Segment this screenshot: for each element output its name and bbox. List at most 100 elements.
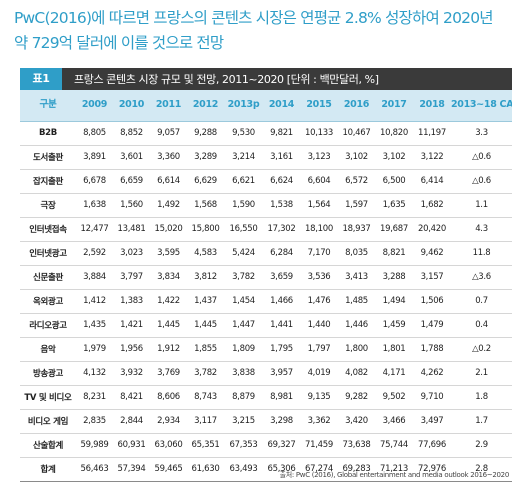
- table-cell: 3,157: [413, 265, 451, 290]
- table-row: B2B 8,805 8,852 9,057 9,288 9,530 9,821 10,133 1…: [20, 121, 512, 146]
- table-row: 극장 1,638 1,560 1,492 1,568 1,590 1,538 1,564 1,5…: [20, 193, 512, 218]
- table-cell: 3,838: [224, 361, 263, 386]
- table-cell: 1,412: [76, 289, 113, 314]
- table-cell: 1,564: [300, 193, 338, 218]
- table-row: 비디오 게임 2,835 2,844 2,934 3,117 3,215 3,298 3,36…: [20, 409, 512, 434]
- row-label: 잡지출판: [20, 169, 76, 194]
- table-cell: 3,117: [187, 409, 224, 434]
- table-cell: 1,800: [338, 337, 375, 362]
- table-cell: 6,500: [375, 169, 413, 194]
- table-cell: 3,214: [224, 145, 263, 170]
- table-cell: 10,820: [375, 121, 413, 146]
- table-cell: 12,477: [76, 217, 113, 242]
- table-cell: 3,601: [113, 145, 150, 170]
- table-cell: 1,682: [413, 193, 451, 218]
- table-row: 산술합계 59,989 60,931 63,060 65,351 67,353 69,327…: [20, 433, 512, 458]
- table-cell: 6,678: [76, 169, 113, 194]
- table-cell: 3,659: [263, 265, 300, 290]
- table-cell: 3,023: [113, 241, 150, 266]
- market-size-table: 구분 2009 2010 2011 2012 2013p 2014 2015 2016 2017 2…: [20, 90, 512, 482]
- row-label: 방송광고: [20, 361, 76, 386]
- table-cell: 8,035: [338, 241, 375, 266]
- table-cell: 3,932: [113, 361, 150, 386]
- table-cell: 1,445: [150, 313, 187, 338]
- table-cell: 71,459: [300, 433, 338, 458]
- table-cell: 1,568: [187, 193, 224, 218]
- column-header: 2018: [413, 90, 451, 122]
- table-row: 방송광고 4,132 3,932 3,769 3,782 3,838 3,957 4,019 4…: [20, 361, 512, 386]
- table-cell: 11.8: [451, 241, 512, 266]
- table-cell: 0.7: [451, 289, 512, 314]
- source-note: 출처: PwC (2016), Global entertainment and…: [279, 471, 510, 479]
- table-cell: 3,891: [76, 145, 113, 170]
- row-label: 극장: [20, 193, 76, 218]
- table-cell: 1,446: [338, 313, 375, 338]
- row-label: 인터넷광고: [20, 241, 76, 266]
- table-cell: 1,466: [263, 289, 300, 314]
- table-cell: 9,135: [300, 385, 338, 410]
- table-cell: 1,956: [113, 337, 150, 362]
- table-cell: 3,122: [413, 145, 451, 170]
- table-cell: 20,420: [413, 217, 451, 242]
- table-cell: 63,493: [224, 457, 263, 482]
- table-cell: 9,057: [150, 121, 187, 146]
- table-cell: 6,659: [113, 169, 150, 194]
- table-cell: 8,606: [150, 385, 187, 410]
- table-cell: 1,590: [224, 193, 263, 218]
- table-cell: 77,696: [413, 433, 451, 458]
- table-cell: 1,979: [76, 337, 113, 362]
- table-cell: 2.8: [451, 457, 512, 482]
- row-label: B2B: [20, 121, 76, 146]
- row-label: 라디오광고: [20, 313, 76, 338]
- table-cell: 4,262: [413, 361, 451, 386]
- table-row: 합계 56,463 57,394 59,465 61,630 63,493 65,306 67…: [20, 457, 512, 482]
- table-cell: 6,621: [224, 169, 263, 194]
- table-cell: 73,638: [338, 433, 375, 458]
- table-cell: 1,440: [300, 313, 338, 338]
- table-cell: 1,538: [263, 193, 300, 218]
- table-cell: 18,100: [300, 217, 338, 242]
- column-header: 2016: [338, 90, 375, 122]
- table-cell: 6,414: [413, 169, 451, 194]
- table-cell: 61,630: [187, 457, 224, 482]
- table-cell: 6,572: [338, 169, 375, 194]
- table-cell: 2.1: [451, 361, 512, 386]
- table-cell: 1,638: [76, 193, 113, 218]
- table-cell: 8,421: [113, 385, 150, 410]
- table-cell: 0.4: [451, 313, 512, 338]
- table-cell: 8,852: [113, 121, 150, 146]
- table-row: 음악 1,979 1,956 1,912 1,855 1,809 1,795 1,797 1,8…: [20, 337, 512, 362]
- table-cell: 2,592: [76, 241, 113, 266]
- table-cell: 59,989: [76, 433, 113, 458]
- table-cell: 3,102: [338, 145, 375, 170]
- table-cell: △0.2: [451, 337, 512, 362]
- table-cell: △0.6: [451, 145, 512, 170]
- column-header: 2014: [263, 90, 300, 122]
- table-cell: 3.3: [451, 121, 512, 146]
- table-cell: 1,454: [224, 289, 263, 314]
- table-cell: 3,769: [150, 361, 187, 386]
- table-cell: 57,394: [113, 457, 150, 482]
- table-cell: 3,413: [338, 265, 375, 290]
- column-header: 2011: [150, 90, 187, 122]
- table-cell: 1,479: [413, 313, 451, 338]
- column-header: 2015: [300, 90, 338, 122]
- table-row: TV 및 비디오 8,231 8,421 8,606 8,743 8,879 8,981 9,…: [20, 385, 512, 410]
- table-cell: 1,476: [300, 289, 338, 314]
- table-cell: 3,595: [150, 241, 187, 266]
- table-cell: 3,797: [113, 265, 150, 290]
- row-label: 음악: [20, 337, 76, 362]
- table-cell: 3,536: [300, 265, 338, 290]
- table-cell: 1,597: [338, 193, 375, 218]
- table-cell: 1,435: [76, 313, 113, 338]
- table-cell: 4,019: [300, 361, 338, 386]
- row-label: 인터넷접속: [20, 217, 76, 242]
- table-cell: 1,447: [224, 313, 263, 338]
- table-cell: 2,844: [113, 409, 150, 434]
- table-cell: 2.9: [451, 433, 512, 458]
- table-cell: 1.1: [451, 193, 512, 218]
- market-table-section: 표1 프랑스 콘텐츠 시장 규모 및 전망, 2011~2020 [단위 : 백…: [20, 68, 512, 482]
- table-cell: △3.6: [451, 265, 512, 290]
- table-cell: 3,161: [263, 145, 300, 170]
- column-header-category: 구분: [20, 90, 76, 122]
